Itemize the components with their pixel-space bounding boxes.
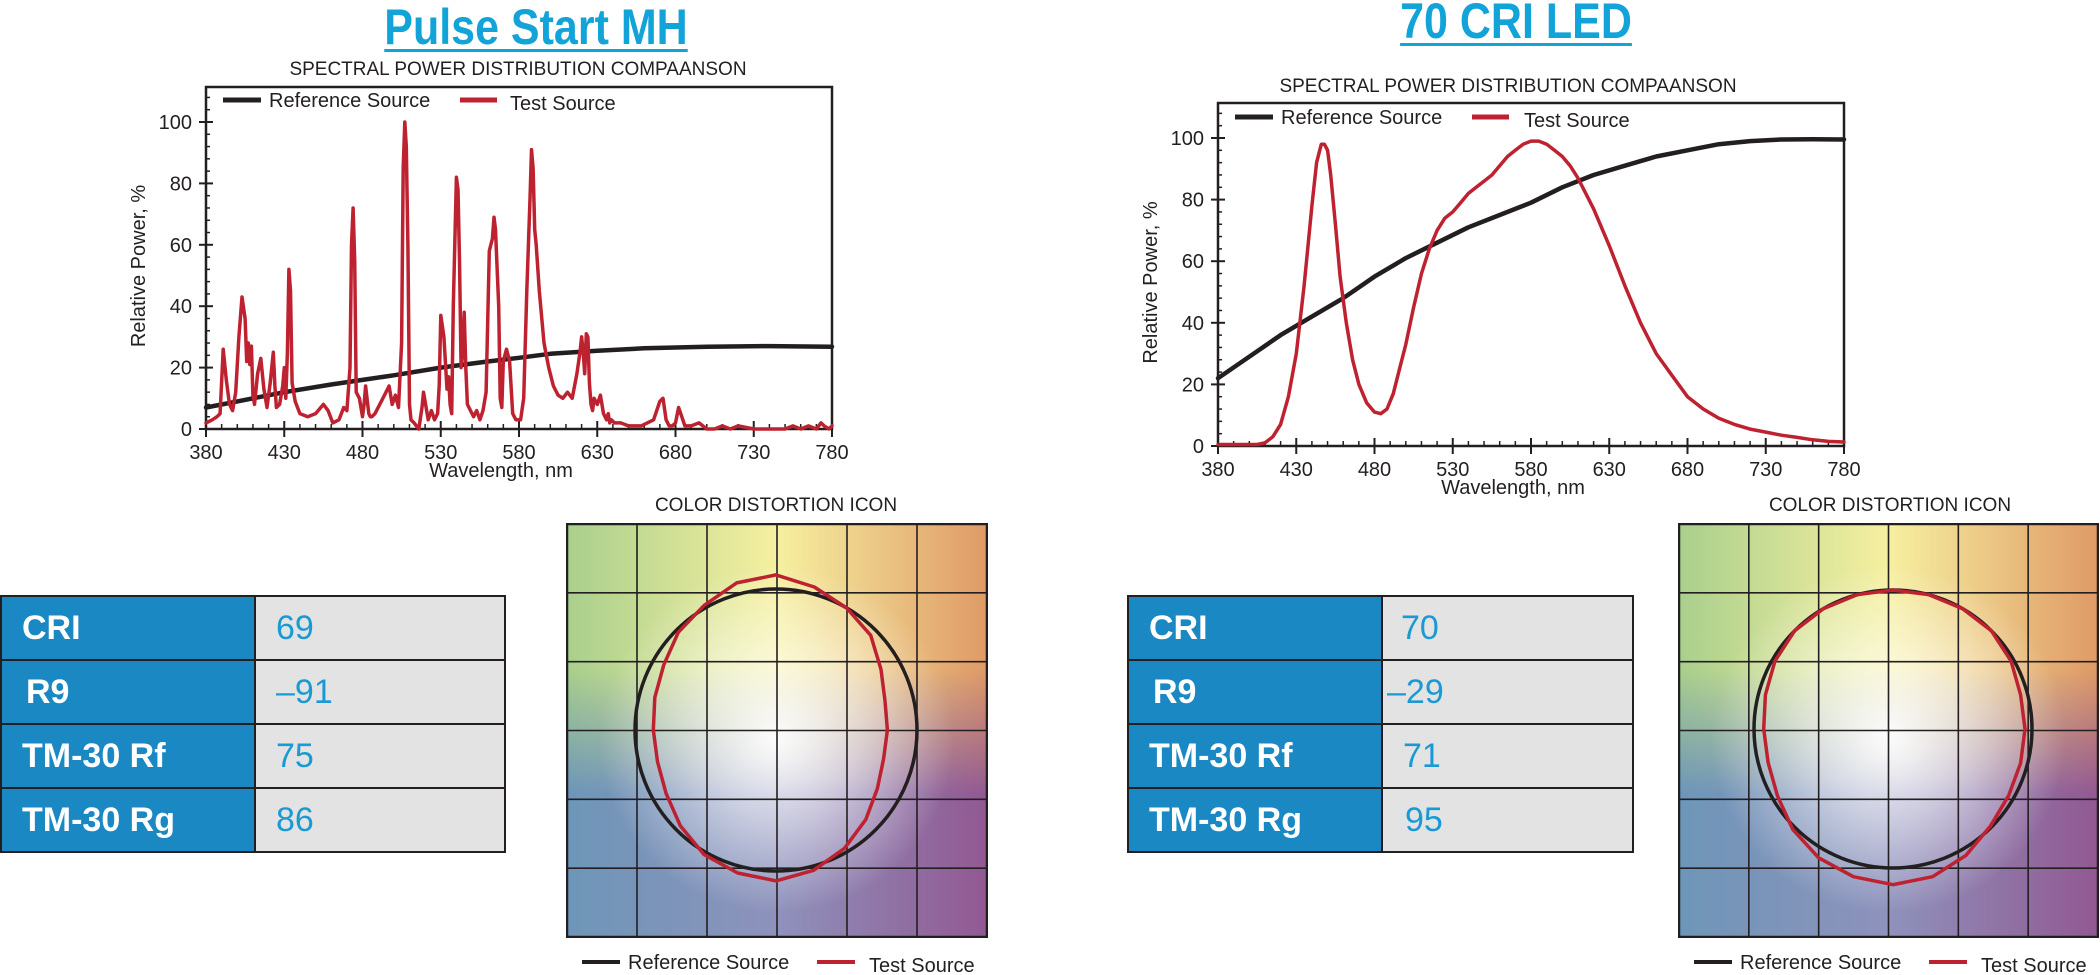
- spd-chart-70-cri-led: 0 20 40 60 80 100 380 430 480 530 580 630 680 730 780 W…: [1140, 101, 1861, 499]
- metric-label: CRI: [0, 595, 256, 661]
- x-tick-label: 580: [502, 442, 535, 464]
- legend-reference-label: Reference Source: [1740, 952, 1901, 974]
- x-tick-label: 730: [737, 442, 770, 464]
- x-tick-label: 680: [659, 442, 692, 464]
- panel-title-pulse-start-mh: Pulse Start MH: [384, 0, 688, 55]
- metric-label: R9: [0, 659, 256, 725]
- y-tick-label: 0: [181, 419, 192, 441]
- metric-value: –29: [1381, 659, 1634, 725]
- panel-title-70-cri-led: 70 CRI LED: [1400, 0, 1632, 49]
- x-tick-label: 430: [268, 442, 301, 464]
- metric-value: –91: [254, 659, 506, 725]
- metric-value: 86: [254, 787, 506, 853]
- series-line-test-source: [204, 120, 834, 431]
- y-tick-label: 40: [170, 296, 192, 318]
- y-tick-label: 80: [170, 173, 192, 195]
- metric-row-tm30-rf: TM-30 Rf 75: [0, 723, 506, 789]
- x-tick-label: 480: [1358, 459, 1391, 481]
- legend-test-label: Test Source: [510, 93, 616, 115]
- plot-frame: [204, 85, 834, 431]
- legend-test-label: Test Source: [869, 955, 975, 975]
- x-tick-label: 730: [1749, 459, 1782, 481]
- y-tick-label: 100: [1171, 128, 1204, 150]
- metric-label: TM-30 Rg: [1127, 787, 1383, 853]
- metric-label: TM-30 Rg: [0, 787, 256, 853]
- x-tick-label: 630: [581, 442, 614, 464]
- chart-title: SPECTRAL POWER DISTRIBUTION COMPAANSON: [289, 59, 747, 80]
- legend-reference-label: Reference Source: [628, 952, 789, 974]
- test-gamut-outline: [651, 573, 890, 883]
- icon-legend: Reference Source Test Source: [1694, 952, 2087, 975]
- metric-label: TM-30 Rf: [1127, 723, 1383, 789]
- metrics-table-pulse-start-mh: CRI 69 R9 –91 TM-30 Rf 75 TM-30 Rg 86: [0, 595, 506, 853]
- y-axis-label: Relative Power, %: [1140, 201, 1162, 364]
- y-tick-label: 60: [170, 235, 192, 257]
- series-line-test-source: [1216, 139, 1846, 447]
- metric-row-cri: CRI 70: [1127, 595, 1634, 661]
- x-tick-label: 430: [1280, 459, 1313, 481]
- color-distortion-icon-pulse-start-mh: [566, 523, 988, 938]
- series-line-reference-source: [203, 343, 835, 410]
- x-axis-label: Wavelength, nm: [429, 460, 573, 482]
- y-tick-label: 40: [1182, 313, 1204, 335]
- metric-row-tm30-rg: TM-30 Rg 95: [1127, 787, 1634, 853]
- icon-legend: Reference Source Test Source: [582, 952, 975, 975]
- plot-frame: [1216, 101, 1846, 448]
- metric-label: CRI: [1127, 595, 1383, 661]
- spd-chart-pulse-start-mh: 0 20 40 60 80 100 380 430 480 530 580 630 680 730 780 W…: [128, 85, 849, 482]
- x-tick-label: 480: [346, 442, 379, 464]
- metric-row-tm30-rg: TM-30 Rg 86: [0, 787, 506, 853]
- legend-reference-label: Reference Source: [1281, 107, 1442, 129]
- metrics-table-70-cri-led: CRI 70 R9 –29 TM-30 Rf 71 TM-30 Rg 95: [1127, 595, 1634, 853]
- chart-title: SPECTRAL POWER DISTRIBUTION COMPAANSON: [1279, 76, 1737, 97]
- color-distortion-title: COLOR DISTORTION ICON: [654, 495, 898, 516]
- metric-label: R9: [1127, 659, 1383, 725]
- metric-value: 70: [1381, 595, 1634, 661]
- x-tick-label: 530: [424, 442, 457, 464]
- y-tick-label: 60: [1182, 251, 1204, 273]
- metric-value: 95: [1381, 787, 1634, 853]
- metric-row-tm30-rf: TM-30 Rf 71: [1127, 723, 1634, 789]
- x-tick-label: 680: [1671, 459, 1704, 481]
- metric-row-cri: CRI 69: [0, 595, 506, 661]
- metric-value: 75: [254, 723, 506, 789]
- test-gamut-outline: [1761, 588, 2027, 887]
- legend-test-label: Test Source: [1981, 955, 2087, 975]
- y-axis-label: Relative Power, %: [128, 185, 150, 348]
- legend-test-label: Test Source: [1524, 110, 1630, 132]
- y-tick-label: 20: [1182, 374, 1204, 396]
- metric-value: 71: [1381, 723, 1634, 789]
- metric-row-r9: R9 –91: [0, 659, 506, 725]
- x-tick-label: 380: [1201, 459, 1234, 481]
- legend-reference-label: Reference Source: [269, 90, 430, 112]
- x-tick-label: 580: [1514, 459, 1547, 481]
- color-distortion-icon-70-cri-led: [1678, 523, 2099, 938]
- x-tick-label: 630: [1593, 459, 1626, 481]
- metric-value: 69: [254, 595, 506, 661]
- x-tick-label: 780: [1827, 459, 1860, 481]
- y-tick-label: 20: [170, 358, 192, 380]
- x-axis-label: Wavelength, nm: [1441, 477, 1585, 499]
- y-tick-label: 0: [1193, 436, 1204, 458]
- y-tick-label: 80: [1182, 190, 1204, 212]
- x-tick-label: 380: [189, 442, 222, 464]
- x-tick-label: 780: [815, 442, 848, 464]
- series-line-reference-source: [1215, 136, 1847, 381]
- y-tick-label: 100: [159, 112, 192, 134]
- color-distortion-title: COLOR DISTORTION ICON: [1768, 495, 2012, 516]
- metric-row-r9: R9 –29: [1127, 659, 1634, 725]
- x-tick-label: 530: [1436, 459, 1469, 481]
- reference-gamut-circle: [633, 587, 919, 873]
- metric-label: TM-30 Rf: [0, 723, 256, 789]
